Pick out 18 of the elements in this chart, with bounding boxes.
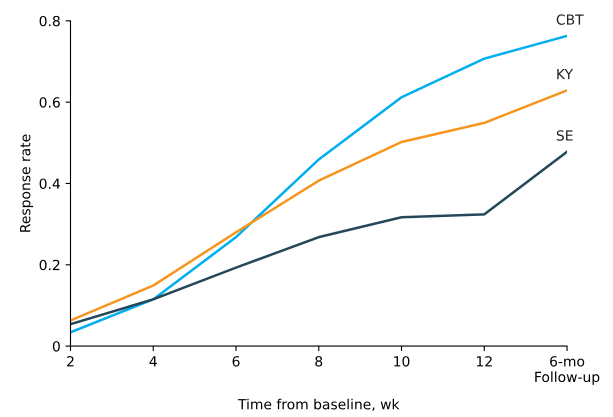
y-tick-label: 0.6 [40,97,60,108]
y-tick-label: 0.2 [40,260,60,270]
y-tick-label: 0.4 [40,178,60,189]
series-label: CBT [556,14,584,25]
y-axis-title: Response rate [20,134,34,232]
series-label: SE [556,130,573,141]
y-tick-label: 0.8 [40,16,60,26]
series-label: KY [557,69,574,80]
x-tick-label: 4 [150,356,157,366]
x-tick-label: 6 [232,356,240,367]
x-tick-label: 8 [315,356,322,367]
x-tick-label: 2 [67,356,74,366]
x-tick-label: 12 [476,356,492,366]
line-series [70,150,568,326]
y-tick-label: 0 [52,341,60,352]
x-tick-label: 10 [394,356,410,367]
x-axis-title: Time from baseline, wk [238,398,400,411]
x-tick-label: 6-mo Follow-up [535,356,600,385]
